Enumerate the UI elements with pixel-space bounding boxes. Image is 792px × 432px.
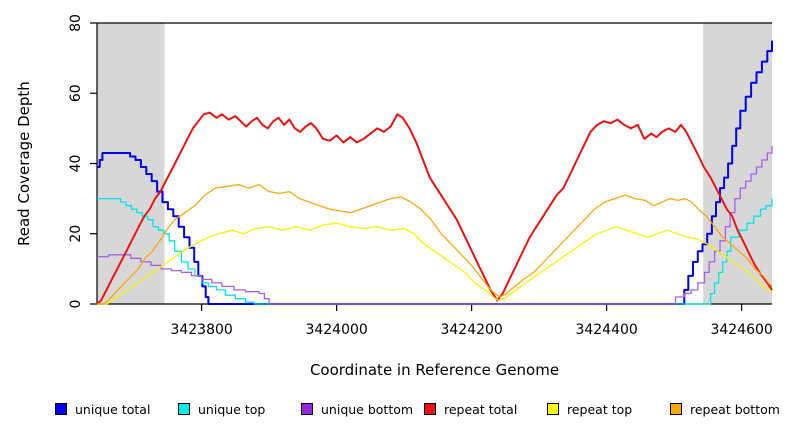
- y-tick-label: 80: [68, 14, 84, 32]
- legend-swatch-icon: [547, 403, 559, 415]
- series-line-unique-bottom: [97, 145, 773, 305]
- y-tick-label: 20: [68, 225, 84, 243]
- y-tick-label: 0: [68, 300, 84, 309]
- series-line-repeat-total: [96, 111, 773, 305]
- legend-swatch-icon: [670, 403, 682, 415]
- legend-item-unique-bottom: unique bottom: [301, 402, 424, 417]
- legend-swatch-icon: [55, 403, 67, 415]
- legend-label: unique top: [198, 401, 266, 417]
- legend: unique total unique top unique bottom repea…: [55, 398, 792, 420]
- y-tick-label: 60: [68, 84, 84, 102]
- x-tick-label: 3424600: [710, 322, 772, 338]
- legend-swatch-icon: [301, 403, 313, 415]
- y-axis-title: Read Coverage Depth: [15, 81, 33, 246]
- legend-item-repeat-total: repeat total: [424, 402, 547, 417]
- series-line-repeat-bottom: [97, 183, 773, 305]
- y-tick-label: 40: [68, 155, 84, 173]
- x-tick-label: 3424000: [305, 322, 367, 338]
- legend-label: unique bottom: [321, 401, 414, 417]
- legend-label: repeat top: [567, 401, 633, 417]
- series-line-repeat-top: [97, 222, 773, 305]
- legend-item-repeat-bottom: repeat bottom: [670, 402, 792, 417]
- left-gray-region: [97, 23, 165, 304]
- legend-label: repeat total: [444, 401, 518, 417]
- x-axis-title: Coordinate in Reference Genome: [309, 361, 560, 379]
- legend-label: repeat bottom: [690, 401, 780, 417]
- x-tick-label: 3424200: [440, 322, 502, 338]
- series-line-unique-total: [97, 40, 773, 305]
- legend-item-unique-total: unique total: [55, 402, 178, 417]
- legend-swatch-icon: [178, 403, 190, 415]
- x-tick-label: 3424400: [575, 322, 637, 338]
- legend-item-repeat-top: repeat top: [547, 402, 670, 417]
- legend-swatch-icon: [424, 403, 436, 415]
- legend-label: unique total: [75, 401, 151, 417]
- x-tick-label: 3423800: [170, 322, 232, 338]
- legend-item-unique-top: unique top: [178, 402, 301, 417]
